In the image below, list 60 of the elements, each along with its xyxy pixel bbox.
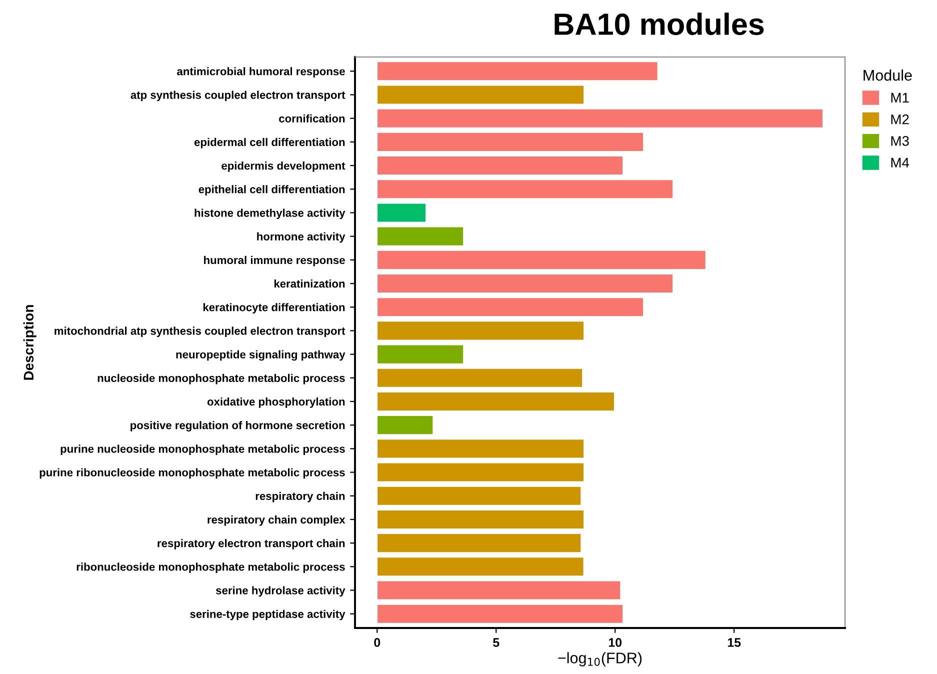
bar	[376, 179, 674, 199]
chart-title: BA10 modules	[554, 12, 764, 36]
bar	[376, 510, 584, 530]
legend-label: M3	[891, 136, 909, 146]
bar	[376, 156, 624, 176]
y-tick-label: keratinocyte differentiation	[203, 303, 345, 314]
bar	[376, 108, 824, 128]
y-tick-label: keratinization	[274, 279, 345, 288]
bar	[376, 368, 583, 388]
y-axis-title: Description	[23, 305, 36, 380]
y-tick-label: epidermis development	[222, 162, 346, 172]
bar	[376, 392, 615, 412]
y-tick-label: ribonucleoside monophosphate metabolic process	[76, 562, 345, 573]
y-tick-label: hormone activity	[257, 232, 346, 243]
bar	[376, 274, 674, 294]
y-tick-label: purine ribonucleoside monophosphate metabolic process	[40, 468, 345, 479]
y-tick-label: positive regulation of hormone secretion	[130, 421, 345, 432]
bar	[376, 533, 582, 553]
bar	[376, 61, 658, 82]
bar	[376, 226, 464, 246]
bar	[376, 486, 582, 506]
y-tick-label: antimicrobial humoral response	[177, 67, 345, 78]
y-tick-label: oxidative phosphorylation	[207, 397, 345, 408]
x-tick-label: 10	[608, 638, 622, 647]
x-tick-label: 15	[728, 638, 741, 647]
y-tick-label: respiratory chain complex	[208, 515, 346, 526]
y-tick-label: respiratory chain	[256, 492, 345, 502]
x-axis-title: −log$_{10}$(FDR)	[558, 652, 642, 666]
y-tick-label: epidermal cell differentiation	[194, 138, 345, 148]
y-tick-label: epithelial cell differentiation	[198, 185, 345, 196]
bar	[376, 250, 706, 270]
x-tick-label: 0	[374, 638, 380, 647]
bar	[376, 580, 622, 600]
legend-label: M1	[891, 92, 909, 102]
bar	[376, 297, 644, 317]
bar	[376, 84, 584, 105]
bar	[376, 462, 584, 482]
legend-label: M2	[891, 114, 909, 124]
y-tick-label: humoral immune response	[204, 256, 345, 266]
bar	[376, 320, 584, 341]
bar	[376, 604, 624, 624]
bar	[376, 556, 584, 577]
y-tick-label: histone demethylase activity	[194, 208, 346, 220]
legend-title: Module	[864, 70, 912, 81]
y-tick-label: cornification	[279, 114, 345, 122]
legend-label: M4	[891, 158, 910, 168]
y-tick-label: purine nucleoside monophosphate metabolic process	[60, 444, 345, 456]
y-tick-label: serine hydrolase activity	[216, 586, 346, 597]
bar	[376, 132, 644, 152]
y-tick-label: nucleoside monophosphate metabolic process	[98, 374, 345, 384]
y-tick-label: mitochondrial atp synthesis coupled electron transport	[54, 326, 346, 338]
y-tick-label: neuropeptide signaling pathway	[176, 350, 346, 361]
bar	[376, 202, 426, 223]
bar	[376, 438, 584, 459]
bar	[376, 344, 464, 364]
y-tick-label: respiratory electron transport chain	[158, 539, 345, 550]
y-tick-label: atp synthesis coupled electron transport	[130, 90, 346, 102]
y-tick-label: serine-type peptidase activity	[190, 610, 346, 620]
x-tick-label: 5	[493, 638, 500, 647]
bar	[376, 415, 434, 435]
